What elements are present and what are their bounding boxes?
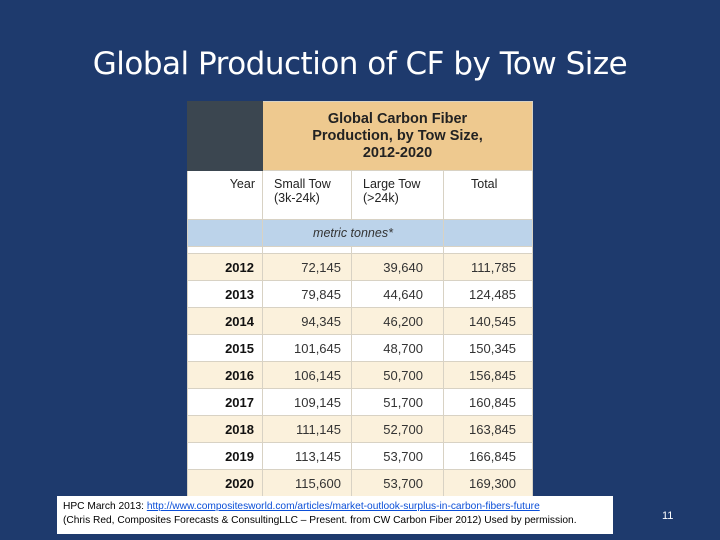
header-line: (>24k) xyxy=(363,191,399,205)
small-tow-cell: 94,345 xyxy=(262,307,352,335)
total-cell: 140,545 xyxy=(442,307,534,335)
header-line: Large Tow xyxy=(363,177,421,191)
small-tow-cell: 106,145 xyxy=(262,361,352,389)
total-cell: 156,845 xyxy=(442,361,534,389)
year-cell: 2020 xyxy=(187,469,263,497)
total-cell: 160,845 xyxy=(442,388,534,416)
table-row: 2015 101,645 48,700 150,345 xyxy=(187,334,534,362)
total-cell: 124,485 xyxy=(442,280,534,308)
table-row: 2014 94,345 46,200 140,545 xyxy=(187,307,534,335)
column-header-year: Year xyxy=(187,170,263,220)
small-tow-cell: 111,145 xyxy=(262,415,352,443)
table-row: 2019 113,145 53,700 166,845 xyxy=(187,442,534,470)
citation-box: HPC March 2013: http://www.compositeswor… xyxy=(57,496,613,534)
column-header-large-tow: Large Tow (>24k) xyxy=(351,170,444,220)
column-header-total: Total xyxy=(442,170,534,220)
table-row: 2017 109,145 51,700 160,845 xyxy=(187,388,534,416)
table-row: 2018 111,145 52,700 163,845 xyxy=(187,415,534,443)
small-tow-cell: 113,145 xyxy=(262,442,352,470)
table-body: 2012 72,145 39,640 111,785 2013 79,845 44,640 1… xyxy=(187,253,534,497)
table-title-line: Production, by Tow Size, xyxy=(312,127,483,144)
header-line: Small Tow xyxy=(274,177,331,191)
large-tow-cell: 52,700 xyxy=(351,415,444,443)
total-cell: 163,845 xyxy=(442,415,534,443)
small-tow-cell: 115,600 xyxy=(262,469,352,497)
production-table-image: Global Carbon Fiber Production, by Tow S… xyxy=(187,101,534,497)
citation-link[interactable]: http://www.compositesworld.com/articles/… xyxy=(146,501,540,512)
year-cell: 2012 xyxy=(187,253,263,281)
small-tow-cell: 79,845 xyxy=(262,280,352,308)
small-tow-cell: 101,645 xyxy=(262,334,352,362)
unit-row-blank xyxy=(187,219,263,247)
unit-label: metric tonnes* xyxy=(262,219,444,247)
column-header-small-tow: Small Tow (3k-24k) xyxy=(262,170,352,220)
table-corner-cell xyxy=(187,101,263,171)
small-tow-cell: 109,145 xyxy=(262,388,352,416)
table-title: Global Carbon Fiber Production, by Tow S… xyxy=(261,101,534,171)
year-cell: 2017 xyxy=(187,388,263,416)
total-cell: 150,345 xyxy=(442,334,534,362)
table-title-line: 2012-2020 xyxy=(362,144,433,161)
table-row: 2016 106,145 50,700 156,845 xyxy=(187,361,534,389)
large-tow-cell: 53,700 xyxy=(351,442,444,470)
large-tow-cell: 46,200 xyxy=(351,307,444,335)
page-number: 11 xyxy=(662,510,674,522)
total-cell: 166,845 xyxy=(442,442,534,470)
table-row: 2013 79,845 44,640 124,485 xyxy=(187,280,534,308)
year-cell: 2013 xyxy=(187,280,263,308)
large-tow-cell: 44,640 xyxy=(351,280,444,308)
large-tow-cell: 48,700 xyxy=(351,334,444,362)
table-row: 2012 72,145 39,640 111,785 xyxy=(187,253,534,281)
unit-row-blank xyxy=(442,219,534,247)
large-tow-cell: 51,700 xyxy=(351,388,444,416)
year-cell: 2015 xyxy=(187,334,263,362)
slide-title: Global Production of CF by Tow Size xyxy=(92,46,628,82)
year-cell: 2016 xyxy=(187,361,263,389)
large-tow-cell: 53,700 xyxy=(351,469,444,497)
header-line: (3k-24k) xyxy=(274,191,320,205)
small-tow-cell: 72,145 xyxy=(262,253,352,281)
year-cell: 2019 xyxy=(187,442,263,470)
table-row: 2020 115,600 53,700 169,300 xyxy=(187,469,534,497)
large-tow-cell: 39,640 xyxy=(351,253,444,281)
large-tow-cell: 50,700 xyxy=(351,361,444,389)
table-title-line: Global Carbon Fiber xyxy=(327,110,468,127)
production-table: Global Carbon Fiber Production, by Tow S… xyxy=(187,101,534,497)
citation-prefix: HPC March 2013: xyxy=(63,501,147,512)
year-cell: 2018 xyxy=(187,415,263,443)
total-cell: 169,300 xyxy=(442,469,534,497)
year-cell: 2014 xyxy=(187,307,263,335)
total-cell: 111,785 xyxy=(442,253,534,281)
citation-source: (Chris Red, Composites Forecasts & Consu… xyxy=(63,515,577,526)
